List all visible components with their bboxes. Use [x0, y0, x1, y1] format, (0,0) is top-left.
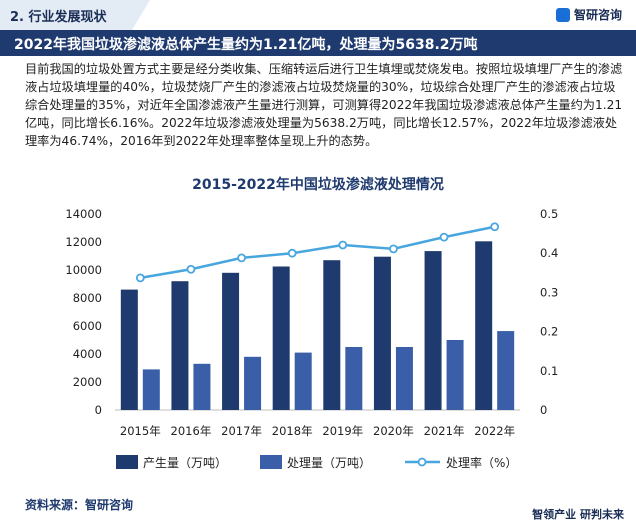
logo-text: 智研咨询 [573, 8, 622, 22]
rate-line [140, 225, 495, 280]
rate-point [287, 248, 297, 258]
rate-point [135, 273, 145, 283]
top-bar: 2. 行业发展现状 智研咨询 [0, 0, 636, 30]
bar-production [120, 289, 138, 410]
y-right-tick-label: 0.2 [540, 325, 558, 339]
rate-point [490, 222, 500, 232]
headline-text: 2022年我国垃圾渗滤液总体产生量约为1.21亿吨，处理量为5638.2万吨 [14, 37, 478, 53]
x-tick-label: 2022年 [474, 424, 515, 438]
bar-production [475, 241, 493, 410]
y-left-tick-label: 2000 [73, 375, 102, 389]
y-right-tick-label: 0.4 [540, 246, 558, 260]
bar-production [272, 266, 290, 410]
bar-treatment [244, 356, 262, 410]
y-left-tick-label: 4000 [73, 347, 102, 361]
x-tick-label: 2017年 [221, 424, 262, 438]
footer-logo: 智领产业 研判未来 [532, 508, 624, 521]
bar-treatment [497, 331, 515, 410]
y-left-tick-label: 8000 [73, 291, 102, 305]
bar-production [323, 260, 341, 410]
rate-point [389, 244, 398, 254]
bar-production [373, 256, 391, 410]
x-tick-label: 2021年 [424, 424, 465, 438]
rate-point [338, 240, 348, 250]
y-right-tick-label: 0.1 [540, 364, 558, 378]
bar-treatment [193, 363, 211, 410]
logo-icon [555, 7, 570, 22]
legend-label-production: 产生量（万吨） [143, 456, 227, 470]
bar-treatment [294, 352, 312, 410]
legend-label-treatment: 处理量（万吨） [287, 456, 371, 470]
headline-banner: 2022年我国垃圾渗滤液总体产生量约为1.21亿吨，处理量为5638.2万吨 [0, 30, 636, 56]
y-left-tick-label: 14000 [65, 207, 102, 221]
chart: 0 2000 4000 6000 8000 10000 12000 14000 0 0.1 0.2 0… [65, 207, 558, 470]
y-left-tick-label: 0 [95, 403, 102, 417]
rate-point [237, 253, 246, 263]
bar-treatment [395, 347, 413, 410]
source-note: 资料来源：智研咨询 [25, 498, 134, 512]
x-tick-label: 2018年 [272, 424, 313, 438]
legend-swatch-production [116, 455, 138, 469]
body-paragraph: 目前我国的垃圾处置方式主要是经分类收集、压缩转运后进行卫生填埋或焚烧发电。按照垃… [25, 62, 623, 148]
x-tick-label: 2015年 [120, 424, 161, 438]
y-left-tick-label: 10000 [65, 263, 102, 277]
y-right-tick-label: 0.5 [540, 207, 558, 221]
y-left-tick-label: 12000 [65, 235, 102, 249]
legend-marker-rate [417, 457, 427, 467]
x-tick-label: 2019年 [322, 424, 363, 438]
bar-treatment [345, 347, 363, 410]
bar-production [171, 281, 189, 410]
legend-swatch-treatment [260, 455, 282, 469]
y-right-tick-label: 0.3 [540, 285, 558, 299]
bar-production [222, 272, 240, 410]
section-tab [0, 0, 150, 30]
y-right-tick-label: 0 [540, 403, 547, 417]
bar-production [424, 251, 442, 410]
section-label: 2. 行业发展现状 [10, 10, 107, 25]
rate-point [439, 232, 449, 242]
legend-label-rate: 处理率（%） [446, 455, 517, 470]
brand-logo: 智研咨询 [555, 6, 622, 23]
x-tick-label: 2016年 [171, 424, 212, 438]
bar-treatment [142, 369, 160, 410]
y-left-tick-label: 6000 [73, 319, 102, 333]
bar-treatment [446, 340, 464, 410]
x-tick-label: 2020年 [373, 424, 414, 438]
chart-title: 2015-2022年中国垃圾渗滤液处理情况 [192, 177, 444, 193]
rate-point [186, 264, 196, 274]
